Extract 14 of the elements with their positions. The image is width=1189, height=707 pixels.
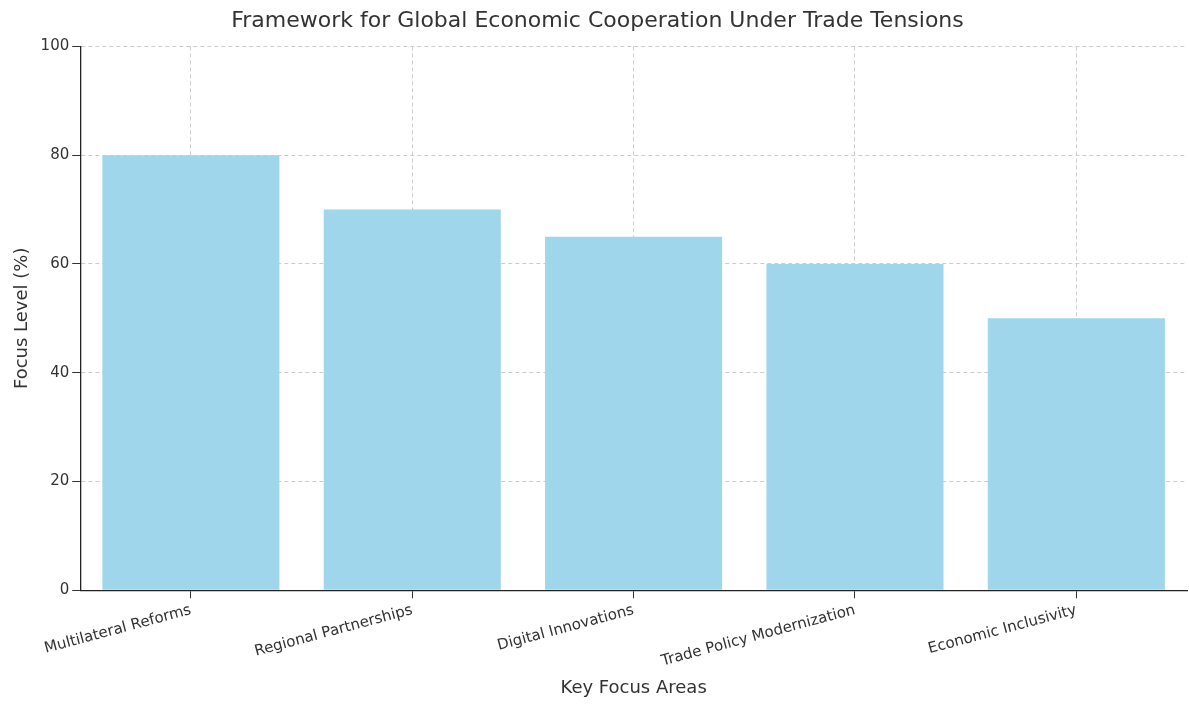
chart-title: Framework for Global Economic Cooperation Under Trade Tensions: [231, 6, 964, 32]
y-tick-label: 80: [50, 145, 70, 164]
y-tick-label: 40: [50, 362, 70, 381]
bar: [766, 263, 944, 590]
bar: [987, 318, 1165, 590]
bar: [323, 209, 501, 590]
y-tick-label: 100: [40, 36, 70, 55]
y-tick-label: 0: [59, 580, 70, 599]
bar: [102, 155, 280, 590]
y-tick-label: 20: [50, 471, 70, 490]
bar: [545, 236, 723, 590]
y-tick-label: 60: [50, 253, 70, 272]
x-axis-title: Key Focus Areas: [560, 675, 707, 697]
y-axis-title: Focus Level (%): [10, 247, 32, 390]
